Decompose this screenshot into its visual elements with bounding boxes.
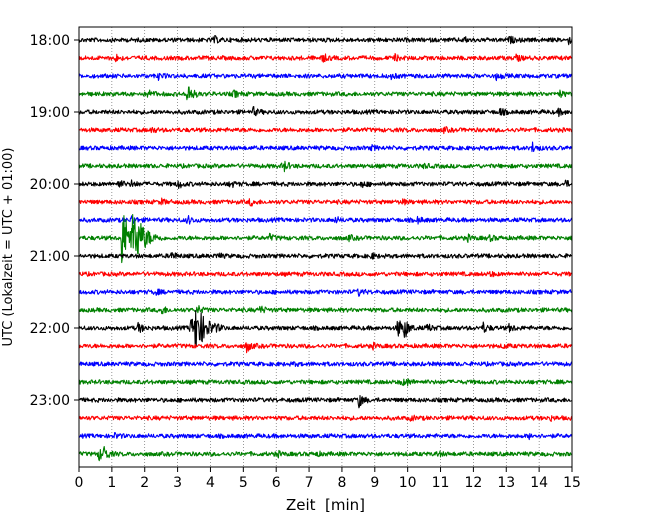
seismogram-trace-2315 (78, 414, 573, 422)
seismogram-trace-1845 (78, 86, 573, 101)
x-tick-label: 3 (173, 475, 182, 491)
seismogram-trace-2145 (78, 305, 573, 315)
x-tick-label: 14 (530, 475, 548, 491)
x-axis-ticks: 0 1 2 3 4 5 6 7 8 9 10 11 12 13 14 15 (75, 467, 581, 491)
seismogram-trace-1915 (78, 126, 573, 135)
x-tick-label: 0 (75, 475, 84, 491)
grid-lines (111, 27, 540, 467)
x-tick-label: 15 (563, 475, 581, 491)
seismogram-trace-1815 (78, 52, 573, 63)
seismogram-trace-2000 (78, 179, 573, 189)
x-tick-label: 9 (370, 475, 379, 491)
seismogram-trace-2100 (78, 252, 573, 260)
seismogram-trace-2345 (78, 445, 573, 462)
y-tick-label: 20:00 (30, 177, 70, 193)
y-tick-label: 19:00 (30, 105, 70, 121)
seismogram-trace-2045 (78, 213, 573, 264)
x-tick-label: 13 (497, 475, 515, 491)
seismogram-trace-2215 (78, 341, 573, 354)
x-tick-label: 11 (432, 475, 450, 491)
seismogram-trace-2300 (78, 394, 573, 409)
plot-area (79, 27, 572, 467)
x-tick-label: 12 (464, 475, 482, 491)
seismogram-trace-2330 (78, 431, 573, 441)
seismogram-trace-2015 (78, 197, 573, 207)
seismogram-trace-2230 (78, 361, 573, 368)
x-tick-label: 4 (206, 475, 215, 491)
y-tick-label: 22:00 (30, 321, 70, 337)
x-tick-label: 7 (305, 475, 314, 491)
y-tick-label: 18:00 (30, 33, 70, 49)
seismogram-trace-1830 (78, 72, 573, 82)
seismogram-trace-2200 (78, 310, 573, 347)
y-tick-label: 23:00 (30, 393, 70, 409)
x-tick-label: 8 (337, 475, 346, 491)
seismogram-trace-2245 (78, 378, 573, 387)
seismogram-trace-1945 (78, 160, 573, 173)
seismogram-trace-1800 (78, 34, 573, 46)
x-axis-title: Zeit [min] (286, 496, 365, 514)
x-tick-label: 2 (140, 475, 149, 491)
seismogram-trace-2030 (78, 215, 573, 225)
seismogram-traces (78, 34, 573, 462)
x-tick-label: 10 (399, 475, 417, 491)
x-tick-label: 5 (239, 475, 248, 491)
x-tick-label: 1 (107, 475, 116, 491)
y-axis-ticks: 18:00 19:00 20:00 21:00 22:00 23:00 (30, 33, 79, 409)
seismogram-trace-1900 (78, 105, 573, 118)
seismogram-trace-2115 (78, 271, 573, 278)
plot-border (78, 26, 573, 468)
x-tick-label: 6 (272, 475, 281, 491)
y-axis-title: UTC (Lokalzeit = UTC + 01:00) (1, 148, 16, 347)
y-tick-label: 21:00 (30, 249, 70, 265)
seismogram-trace-1930 (78, 141, 573, 153)
seismogram-trace-2130 (78, 288, 573, 297)
